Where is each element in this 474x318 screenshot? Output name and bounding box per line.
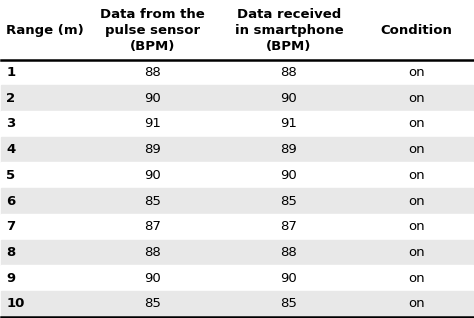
Text: on: on — [408, 272, 424, 285]
Text: 88: 88 — [144, 246, 161, 259]
Text: 6: 6 — [6, 195, 15, 208]
Text: 5: 5 — [6, 169, 15, 182]
Text: on: on — [408, 195, 424, 208]
Bar — [1, 60, 473, 86]
Bar — [1, 265, 473, 291]
Text: 85: 85 — [144, 195, 161, 208]
Text: 87: 87 — [281, 220, 297, 233]
Text: 88: 88 — [281, 246, 297, 259]
Text: on: on — [408, 246, 424, 259]
Text: 90: 90 — [144, 169, 161, 182]
Text: 3: 3 — [6, 117, 15, 130]
Text: 89: 89 — [144, 143, 161, 156]
Text: 7: 7 — [6, 220, 15, 233]
Text: on: on — [408, 117, 424, 130]
Text: 91: 91 — [144, 117, 161, 130]
Text: 90: 90 — [144, 92, 161, 105]
Bar — [1, 291, 473, 317]
Text: 9: 9 — [6, 272, 15, 285]
Bar — [1, 188, 473, 214]
Text: 88: 88 — [144, 66, 161, 79]
Text: 1: 1 — [6, 66, 15, 79]
Text: on: on — [408, 143, 424, 156]
Text: Data received
in smartphone
(BPM): Data received in smartphone (BPM) — [235, 8, 343, 53]
Text: on: on — [408, 66, 424, 79]
Text: Range (m): Range (m) — [6, 24, 84, 37]
Text: 8: 8 — [6, 246, 15, 259]
Text: 85: 85 — [281, 297, 297, 310]
Bar — [1, 137, 473, 162]
Text: 89: 89 — [281, 143, 297, 156]
Text: Data from the
pulse sensor
(BPM): Data from the pulse sensor (BPM) — [100, 8, 205, 53]
Text: 10: 10 — [6, 297, 25, 310]
Text: 90: 90 — [144, 272, 161, 285]
Bar — [1, 1, 473, 60]
Text: 90: 90 — [281, 169, 297, 182]
Text: on: on — [408, 92, 424, 105]
Text: Condition: Condition — [380, 24, 452, 37]
Text: 85: 85 — [144, 297, 161, 310]
Bar — [1, 162, 473, 188]
Text: 4: 4 — [6, 143, 15, 156]
Text: 87: 87 — [144, 220, 161, 233]
Bar — [1, 86, 473, 111]
Text: 88: 88 — [281, 66, 297, 79]
Text: 91: 91 — [281, 117, 297, 130]
Text: on: on — [408, 220, 424, 233]
Text: 2: 2 — [6, 92, 15, 105]
Bar — [1, 214, 473, 239]
Text: on: on — [408, 169, 424, 182]
Bar — [1, 111, 473, 137]
Text: 90: 90 — [281, 272, 297, 285]
Text: 85: 85 — [281, 195, 297, 208]
Text: on: on — [408, 297, 424, 310]
Bar — [1, 239, 473, 265]
Text: 90: 90 — [281, 92, 297, 105]
